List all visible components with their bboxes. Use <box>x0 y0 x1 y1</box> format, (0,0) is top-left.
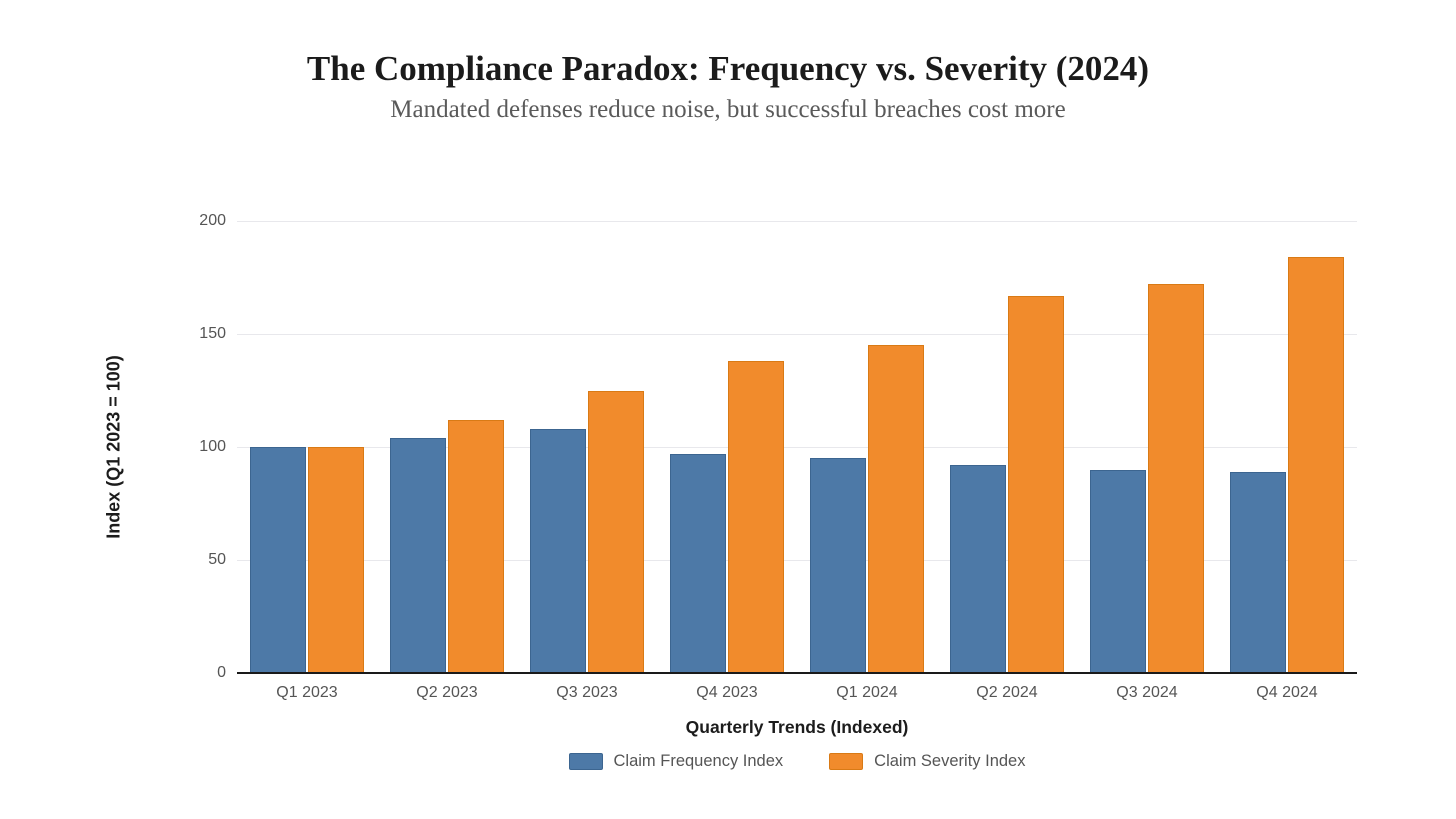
y-tick-label-200: 200 <box>199 212 226 229</box>
bar-claim-frequency-index-q3-2023 <box>530 428 586 673</box>
plot-area: 0 50 100 150 200 Q1 2023 Q2 2023 Q3 2023 Q4 2023… <box>199 212 1357 701</box>
x-axis-baseline <box>237 672 1357 674</box>
bar-claim-severity-index-q3-2023 <box>588 390 644 673</box>
legend-item-claim-severity-index: Claim Severity Index <box>829 752 1025 771</box>
legend-label-claim-frequency-index: Claim Frequency Index <box>613 752 784 770</box>
x-tick-label-q4-2024: Q4 2024 <box>1256 684 1318 701</box>
gridline-50 <box>237 559 1357 561</box>
x-tick-label-q1-2024: Q1 2024 <box>836 684 898 701</box>
bar-claim-severity-index-q2-2023 <box>448 419 504 673</box>
legend-item-claim-frequency-index: Claim Frequency Index <box>568 752 784 771</box>
x-tick-label-q3-2023: Q3 2023 <box>556 684 618 701</box>
x-tick-label-q3-2024: Q3 2024 <box>1116 684 1178 701</box>
y-axis-title: Index (Q1 2023 = 100) <box>103 355 124 539</box>
y-tick-label-150: 150 <box>199 325 226 342</box>
bar-claim-severity-index-q4-2024 <box>1288 257 1344 673</box>
gridline-100 <box>237 446 1357 448</box>
bar-claim-frequency-index-q2-2024 <box>950 465 1006 673</box>
x-axis-title: Quarterly Trends (Indexed) <box>685 717 909 737</box>
bar-claim-severity-index-q2-2024 <box>1008 295 1064 673</box>
y-tick-label-0: 0 <box>217 664 226 681</box>
legend-swatch-claim-frequency-index <box>568 753 603 770</box>
gridline-150 <box>237 333 1357 335</box>
gridline-200 <box>237 220 1357 222</box>
legend-swatch-claim-severity-index <box>829 753 864 770</box>
bar-claim-frequency-index-q3-2024 <box>1090 469 1146 673</box>
bar-claim-severity-index-q1-2023 <box>308 447 364 673</box>
legend: Claim Frequency Index Claim Severity Inde… <box>237 752 1357 771</box>
legend-label-claim-severity-index: Claim Severity Index <box>874 752 1026 770</box>
x-tick-label-q2-2024: Q2 2024 <box>976 684 1038 701</box>
chart-title: The Compliance Paradox: Frequency vs. Se… <box>306 49 1150 88</box>
bar-claim-severity-index-q1-2024 <box>868 345 924 673</box>
bar-claim-frequency-index-q4-2023 <box>670 453 726 673</box>
bar-claim-frequency-index-q4-2024 <box>1230 471 1286 673</box>
x-tick-label-q1-2023: Q1 2023 <box>276 684 338 701</box>
chart-subtitle: Mandated defenses reduce noise, but succ… <box>390 96 1066 123</box>
x-tick-label-q2-2023: Q2 2023 <box>416 684 478 701</box>
bar-claim-frequency-index-q1-2023 <box>250 447 306 673</box>
bar-claim-frequency-index-q2-2023 <box>390 437 446 673</box>
y-tick-label-100: 100 <box>199 438 226 455</box>
x-tick-label-q4-2023: Q4 2023 <box>696 684 758 701</box>
y-tick-label-50: 50 <box>208 551 226 568</box>
bar-claim-frequency-index-q1-2024 <box>810 458 866 673</box>
bar-claim-severity-index-q4-2023 <box>728 361 784 673</box>
bar-claim-severity-index-q3-2024 <box>1148 284 1204 673</box>
